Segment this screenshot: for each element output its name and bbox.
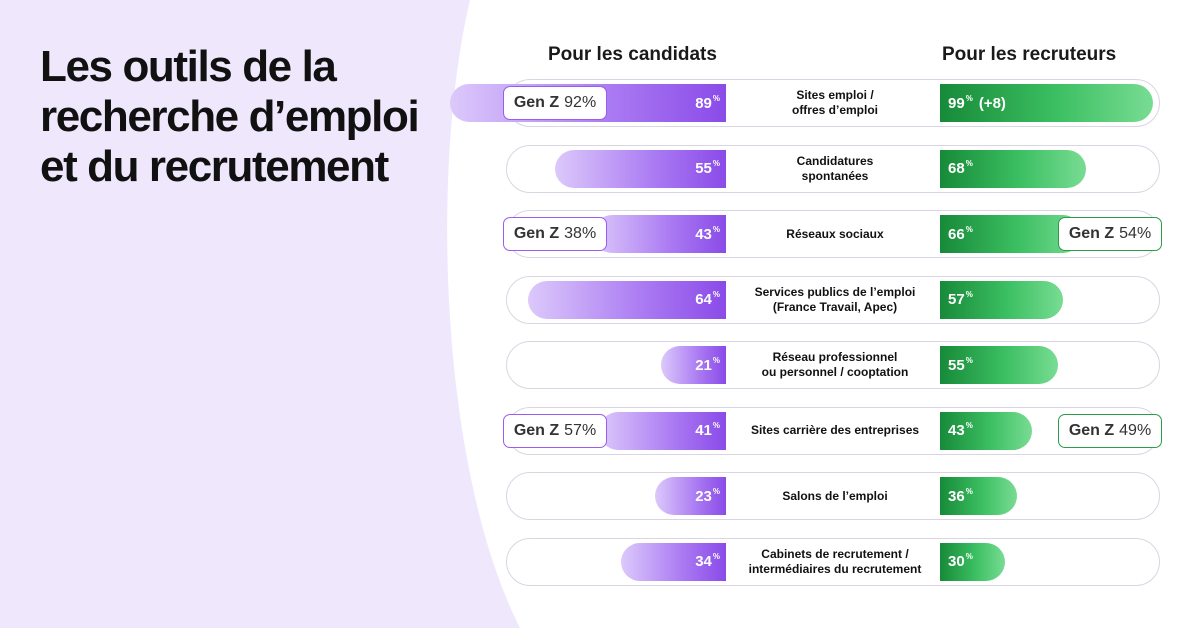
- percent-sign: %: [965, 421, 973, 430]
- category-label-text: Services publics de l’emploi (France Trav…: [755, 285, 916, 315]
- genz-candidats-badge: Gen Z 57%: [503, 413, 607, 448]
- category-label-text: Sites carrière des entreprises: [751, 423, 919, 438]
- candidats-column-header: Pour les candidats: [548, 44, 717, 65]
- category-label-text: Candidatures spontanées: [797, 154, 874, 184]
- genz-recruteurs-badge: Gen Z 49%: [1058, 413, 1162, 448]
- category-label: Réseaux sociaux: [735, 214, 935, 254]
- category-label-line: offres d’emploi: [791, 103, 878, 117]
- candidats-value: 89: [695, 94, 712, 112]
- percent-sign: %: [965, 93, 973, 103]
- category-label-line: (France Travail, Apec): [772, 299, 898, 314]
- candidats-value: 21: [695, 356, 712, 374]
- genz-value: 38%: [564, 225, 597, 242]
- percent-sign: %: [712, 159, 720, 168]
- row-track: [506, 537, 1160, 586]
- category-label: Services publics de l’emploi (France Trav…: [735, 280, 935, 320]
- candidats-bar: 41%: [599, 411, 726, 450]
- recruteurs-bar: 30%: [940, 542, 1005, 581]
- percent-sign: %: [712, 552, 720, 561]
- genz-value: 54%: [1119, 225, 1152, 242]
- category-label-line: Cabinets de recrutement /: [761, 546, 909, 561]
- category-label-line: spontanées: [801, 168, 869, 183]
- candidats-value: 23: [695, 487, 712, 505]
- recruteurs-bar: 43%: [940, 411, 1032, 450]
- genz-label: Gen Z: [1068, 421, 1115, 439]
- percent-sign: %: [712, 290, 720, 299]
- recruteurs-value: 36: [948, 487, 965, 505]
- percent-sign: %: [965, 290, 973, 299]
- genz-label: Gen Z: [513, 225, 560, 242]
- category-label-text: Sites emploi / offres d’emploi: [792, 88, 878, 118]
- genz-recruteurs-badge: Gen Z 54%: [1058, 217, 1162, 251]
- genz-label: Gen Z: [513, 421, 560, 439]
- category-label-line: Sites emploi /: [796, 88, 874, 102]
- candidats-bar: 43%: [593, 215, 726, 253]
- category-label: Sites emploi / offres d’emploi: [735, 83, 935, 123]
- category-label-text: Cabinets de recrutement / intermédiaires …: [749, 547, 922, 577]
- percent-sign: %: [965, 224, 973, 234]
- recruteurs-bar: 68%: [940, 149, 1086, 188]
- candidats-bar: 64%: [528, 280, 726, 319]
- category-label-line: Réseaux sociaux: [786, 226, 884, 241]
- candidats-bar: 55%: [555, 149, 726, 188]
- percent-sign: %: [965, 552, 973, 561]
- percent-sign: %: [965, 355, 973, 365]
- category-label-line: Salons de l’emploi: [782, 488, 888, 503]
- candidats-value: 34: [695, 553, 712, 570]
- recruteurs-value: 99: [948, 94, 965, 112]
- category-label-line: Services publics de l’emploi: [754, 284, 916, 299]
- recruteurs-bar: 55%: [940, 346, 1058, 384]
- category-label-line: Sites carrière des entreprises: [750, 423, 920, 437]
- category-label-text: Réseaux sociaux: [786, 227, 883, 242]
- recruteurs-bar: 57%: [940, 280, 1063, 319]
- category-label-text: Salons de l’emploi: [782, 489, 887, 504]
- recruteurs-value: 66: [948, 225, 965, 243]
- percent-sign: %: [965, 486, 973, 496]
- candidats-value: 64: [695, 291, 712, 308]
- candidats-bar: 34%: [621, 542, 726, 581]
- recruteurs-value: 57: [948, 291, 965, 308]
- candidats-bar: 21%: [661, 346, 726, 384]
- genz-value: 92%: [564, 94, 597, 111]
- category-label: Candidatures spontanées: [735, 149, 935, 189]
- recruteurs-bar: 36%: [940, 477, 1017, 515]
- genz-label: Gen Z: [1068, 225, 1115, 242]
- category-label: Sites carrière des entreprises: [735, 411, 935, 451]
- category-label-line: Candidatures: [796, 153, 874, 168]
- recruteurs-value: 43: [948, 422, 965, 439]
- percent-sign: %: [712, 224, 720, 234]
- recruteurs-delta: (+8): [978, 94, 1006, 112]
- genz-value: 57%: [564, 421, 597, 439]
- recruteurs-value: 30: [948, 553, 965, 570]
- genz-label: Gen Z: [513, 94, 560, 111]
- percent-sign: %: [712, 355, 720, 365]
- genz-candidats-badge: Gen Z 38%: [503, 217, 607, 251]
- category-label-line: Réseau professionnel: [772, 350, 898, 364]
- category-label-line: intermédiaires du recrutement: [748, 561, 922, 576]
- page-title: Les outils de la recherche d’emploi et d…: [40, 42, 420, 191]
- recruteurs-value: 55: [948, 356, 965, 374]
- genz-value: 49%: [1119, 421, 1152, 439]
- candidats-bar: 23%: [655, 477, 726, 515]
- row-track: [506, 472, 1160, 520]
- candidats-value: 43: [695, 225, 712, 243]
- percent-sign: %: [965, 159, 973, 168]
- recruteurs-bar: 99% (+8): [940, 84, 1153, 122]
- percent-sign: %: [712, 421, 720, 430]
- candidats-value: 41: [695, 422, 712, 439]
- recruteurs-column-header: Pour les recruteurs: [942, 44, 1117, 65]
- category-label-line: ou personnel / cooptation: [761, 365, 909, 379]
- percent-sign: %: [712, 486, 720, 496]
- category-label: Réseau professionnel ou personnel / coopt…: [735, 345, 935, 385]
- recruteurs-value: 68: [948, 160, 965, 177]
- candidats-value: 55: [695, 160, 712, 177]
- genz-candidats-badge: Gen Z 92%: [503, 86, 607, 120]
- category-label: Salons de l’emploi: [735, 476, 935, 516]
- category-label: Cabinets de recrutement / intermédiaires …: [735, 542, 935, 582]
- category-label-text: Réseau professionnel ou personnel / coopt…: [762, 350, 909, 380]
- percent-sign: %: [712, 93, 720, 103]
